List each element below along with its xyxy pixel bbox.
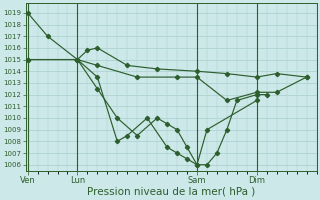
X-axis label: Pression niveau de la mer( hPa ): Pression niveau de la mer( hPa ) [87,187,255,197]
